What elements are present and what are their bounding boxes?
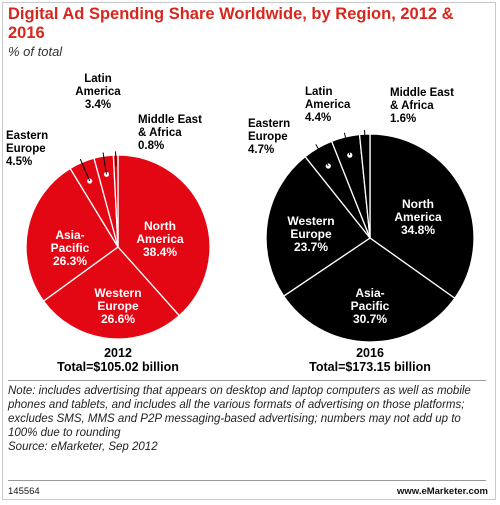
pie-2012-year: 2012 [104,346,132,360]
pie-2012-label-4: Latin America 3.4% [75,73,121,111]
note-divider-top [8,380,486,381]
note-text: Note: includes advertising that appears … [8,385,471,439]
pie-2012-label-0: North America 38.4% [136,219,184,259]
pie-2016-label-5: Middle East & Africa 1.6% [390,87,454,125]
pie-2016-slice-1 [282,237,456,343]
site-url: www.eMarketer.com [397,486,488,497]
pie-2016-leader-5 [364,129,366,145]
pie-charts: North America 38.4%Western Europe 26.6%Asia-… [6,73,475,374]
pie-2012-label-3: Eastern Europe 4.5% [6,130,48,168]
pie-2012-leader-3 [79,158,91,182]
pie-2016-leader-3 [315,144,329,167]
pie-2016-leader-4 [343,132,351,156]
pie-2016-label-0: North America 34.8% [394,197,442,237]
pie-2012-label-2: Asia-Pacific 26.3% [51,228,90,268]
pie-2016-total: Total=$173.15 billion [309,360,431,374]
pie-2012-slice-2 [25,167,119,302]
pie-2012-slice-0 [117,154,211,317]
pie-2016-year: 2016 [356,346,384,360]
pie-2016-label-1: Asia-Pacific 30.7% [351,286,390,326]
chart-subtitle: % of total [8,44,63,59]
pie-2016-label-2: Western Europe 23.7% [287,214,334,254]
pie-2016-slice-0 [369,133,475,300]
pie-2012-total: Total=$105.02 billion [57,360,179,374]
chart-title: Digital Ad Spending Share Worldwide, by … [8,5,454,42]
chart-frame [2,2,496,500]
pie-2016-label-4: Latin America 4.4% [305,86,351,124]
chart-id: 145564 [8,486,40,497]
pie-2012-slice-1 [42,246,181,340]
pie-2012-leader-4 [102,152,107,175]
note-block: Note: includes advertising that appears … [8,384,486,454]
note-divider-bottom [8,480,486,481]
pie-2016-slice-2 [265,155,371,298]
pie-2012-label-5: Middle East & Africa 0.8% [138,114,202,152]
pie-2012-label-1: Western Europe 26.6% [94,286,141,326]
pie-2016-label-3: Eastern Europe 4.7% [248,118,290,156]
source-text: Source: eMarketer, Sep 2012 [8,441,158,453]
